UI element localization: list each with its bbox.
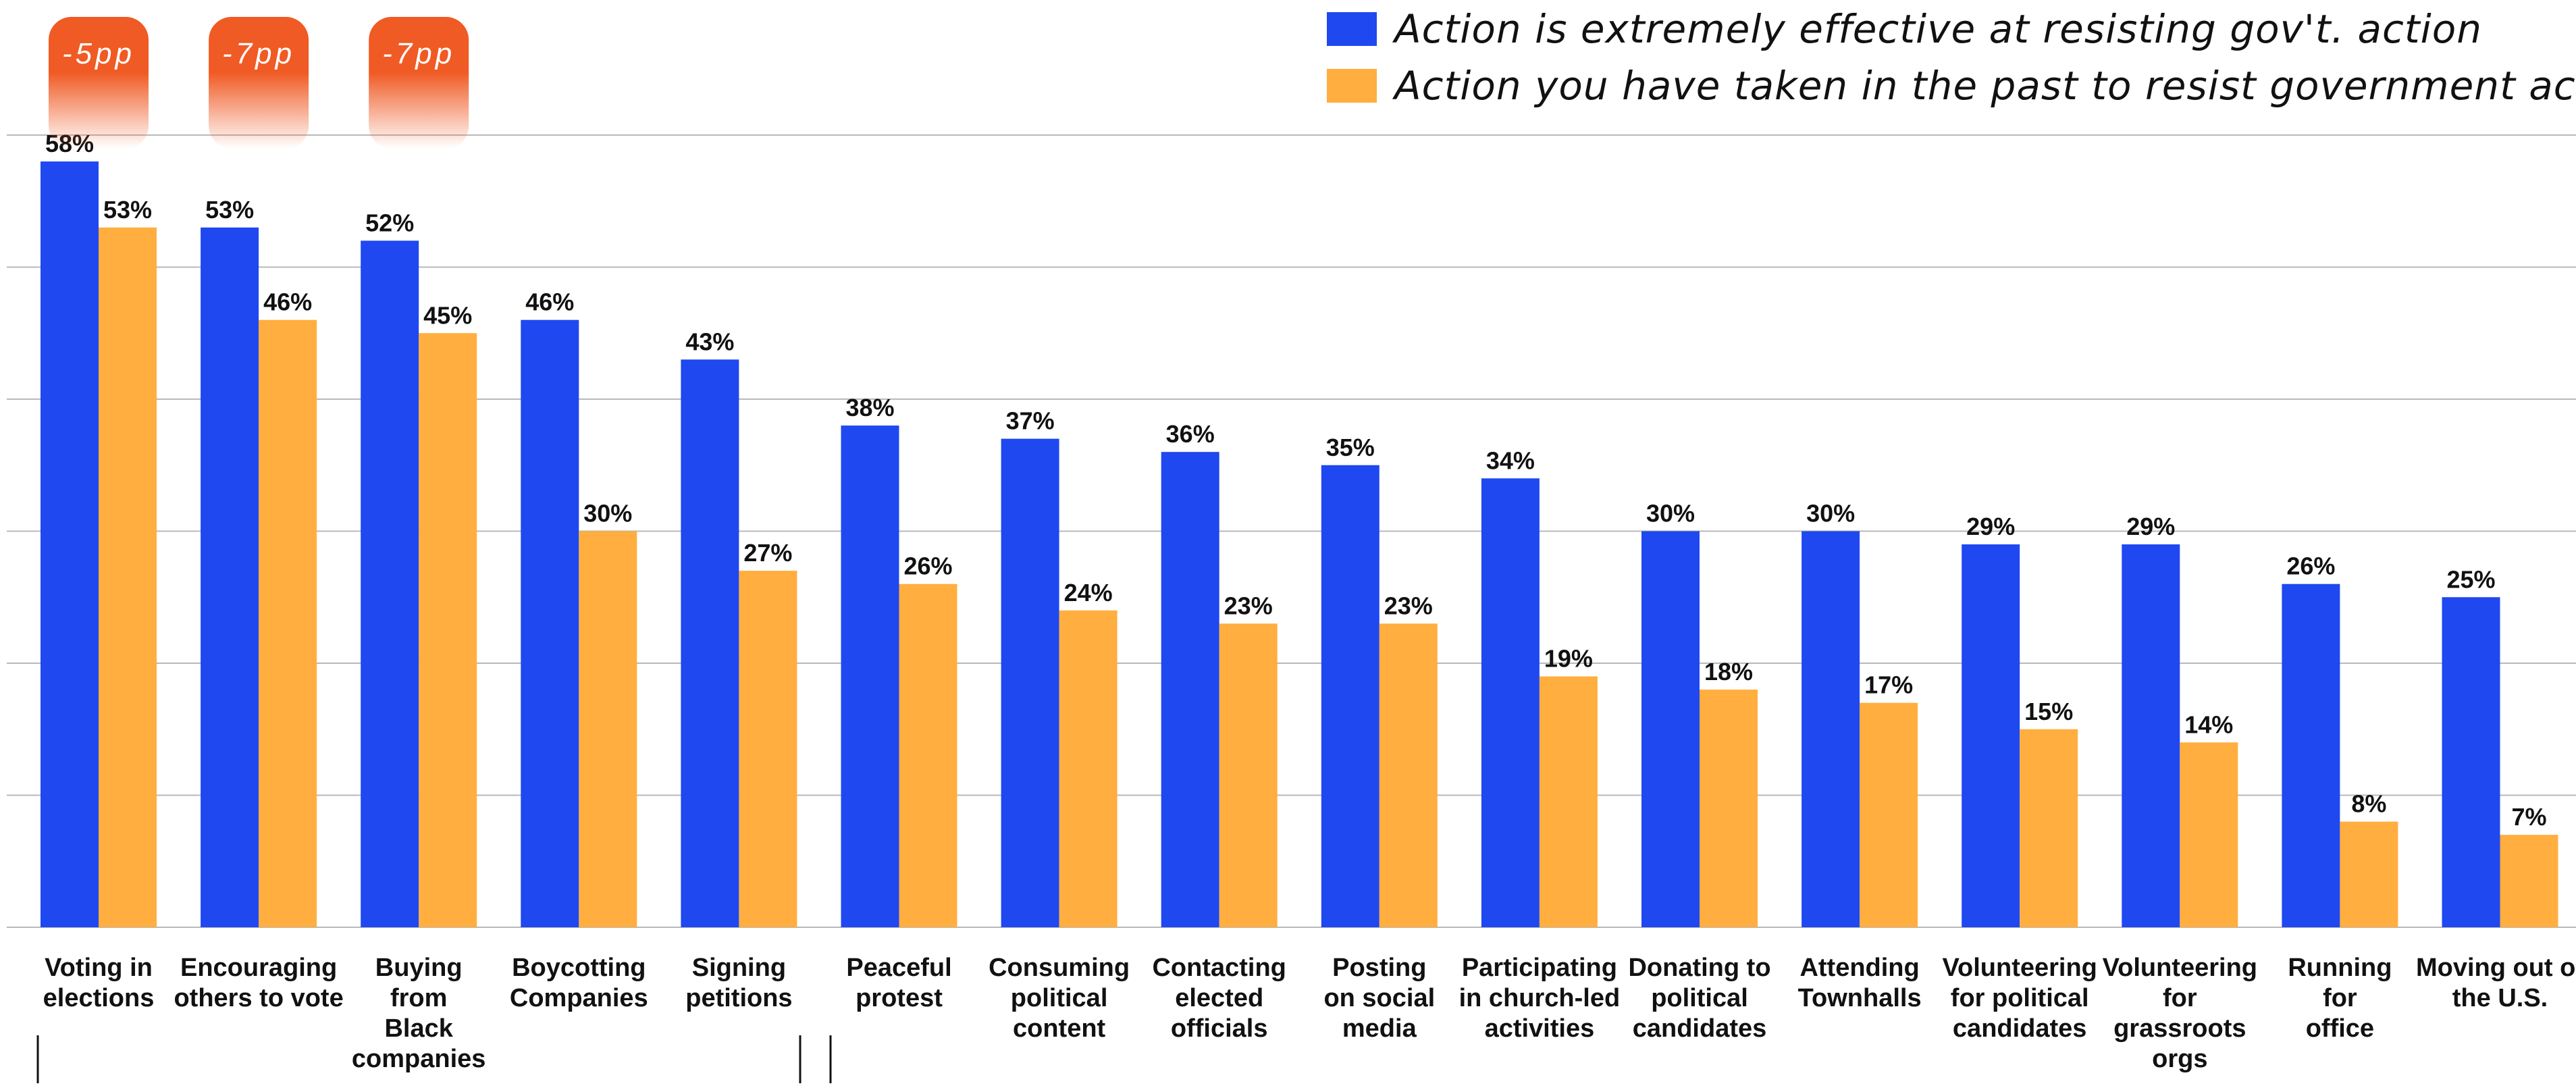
value-label-effective-4: 43% (685, 328, 734, 355)
value-label-taken-1: 46% (263, 288, 312, 316)
bar-effective-1 (201, 227, 259, 928)
bar-effective-12 (1962, 544, 2020, 927)
bar-taken-14 (2340, 821, 2398, 927)
category-labels: Voting in elections Encouraging others to v… (43, 954, 2576, 1073)
category-label-0: Voting in elections (43, 954, 155, 1012)
value-label-taken-11: 17% (1864, 671, 1913, 699)
badge-2 (369, 17, 469, 149)
bar-effective-2 (361, 240, 419, 927)
value-label-effective-12: 29% (1966, 513, 2015, 540)
value-label-taken-3: 30% (583, 500, 632, 527)
legend-item-taken: Action you have taken in the past to res… (1327, 62, 2576, 109)
value-label-effective-9: 34% (1486, 446, 1535, 474)
bar-effective-9 (1481, 478, 1540, 927)
bar-taken-4 (739, 571, 797, 927)
bar-effective-4 (681, 359, 739, 927)
category-label-1: Encouraging others to vote (174, 954, 343, 1012)
legend: Action is extremely effective at resisti… (1327, 0, 2576, 128)
category-label-10: Donating to political candidates (1628, 954, 1770, 1043)
value-label-taken-10: 18% (1704, 658, 1753, 685)
bar-taken-7 (1219, 623, 1278, 927)
value-label-effective-6: 37% (1006, 407, 1055, 435)
bar-taken-1 (259, 319, 317, 927)
value-label-effective-8: 35% (1326, 434, 1375, 461)
legend-label-taken: Action you have taken in the past to res… (1394, 63, 2576, 109)
bar-effective-14 (2282, 584, 2340, 927)
legend-item-effective: Action is extremely effective at resisti… (1327, 5, 2482, 53)
legend-swatch-orange (1327, 69, 1377, 103)
category-label-12: Volunteering for political candidates (1942, 954, 2097, 1043)
category-label-6: Consuming political content (989, 954, 1130, 1043)
value-label-taken-8: 23% (1384, 592, 1433, 619)
value-label-taken-7: 23% (1224, 592, 1273, 619)
category-label-5: Peaceful protest (846, 954, 951, 1012)
value-label-taken-5: 26% (903, 552, 952, 580)
difference-badges: -5pp -7pp -7pp (49, 17, 469, 149)
bar-effective-11 (1802, 531, 1860, 927)
value-label-effective-7: 36% (1166, 420, 1215, 448)
category-label-13: Volunteering for grassroots orgs (2103, 954, 2257, 1073)
value-label-taken-14: 8% (2351, 790, 2386, 818)
bar-taken-9 (1539, 676, 1598, 927)
bar-taken-8 (1379, 623, 1438, 927)
bar-effective-10 (1641, 531, 1700, 927)
value-label-taken-0: 53% (103, 196, 152, 224)
value-label-effective-13: 29% (2126, 513, 2175, 540)
badge-label-2: -7pp (382, 37, 455, 70)
value-label-taken-9: 19% (1544, 645, 1593, 673)
bar-effective-6 (1001, 438, 1059, 927)
category-label-9: Participating in church-led activities (1459, 954, 1621, 1043)
value-label-taken-2: 45% (423, 301, 472, 329)
bar-taken-13 (2180, 742, 2238, 927)
category-label-2: Buying from Black companies (352, 954, 486, 1073)
value-label-taken-12: 15% (2024, 698, 2073, 725)
value-labels: 58%53%53%46%52%45%46%30%43%27%38%26%37%2… (45, 130, 2547, 831)
badge-0 (49, 17, 149, 149)
badge-label-1: -7pp (222, 37, 295, 70)
category-label-11: Attending Townhalls (1798, 954, 1922, 1012)
bar-taken-0 (99, 227, 157, 928)
bar-taken-3 (579, 531, 637, 927)
category-label-15: Moving out of the U.S. (2416, 954, 2576, 1012)
badge-1 (209, 17, 309, 149)
bar-taken-15 (2500, 835, 2558, 927)
category-label-3: Boycotting Companies (510, 954, 648, 1012)
value-label-effective-2: 52% (365, 209, 414, 236)
bar-taken-2 (419, 333, 477, 927)
bar-taken-10 (1700, 690, 1758, 927)
legend-label-effective: Action is extremely effective at resisti… (1394, 6, 2482, 52)
bar-effective-13 (2122, 544, 2180, 927)
value-label-effective-15: 25% (2446, 565, 2495, 593)
value-label-taken-13: 14% (2184, 710, 2233, 738)
bar-taken-6 (1059, 610, 1118, 927)
value-label-taken-6: 24% (1064, 579, 1113, 606)
bar-effective-3 (521, 319, 579, 927)
value-label-taken-4: 27% (743, 539, 792, 567)
value-label-effective-14: 26% (2286, 552, 2335, 580)
value-label-effective-11: 30% (1806, 500, 1855, 527)
value-label-effective-3: 46% (525, 288, 574, 316)
grouping-brackets (36, 1035, 832, 1083)
value-label-effective-5: 38% (845, 394, 894, 421)
bar-effective-0 (41, 161, 99, 928)
value-label-effective-10: 30% (1646, 500, 1695, 527)
bar-effective-15 (2442, 597, 2500, 927)
value-label-effective-1: 53% (205, 196, 254, 224)
bar-effective-7 (1161, 452, 1219, 927)
category-label-14: Running for office (2288, 954, 2392, 1043)
category-label-4: Signing petitions (685, 954, 792, 1012)
badge-label-0: -5pp (62, 37, 135, 70)
bar-effective-5 (841, 425, 899, 927)
category-label-8: Posting on social media (1323, 954, 1435, 1043)
bar-effective-8 (1321, 465, 1379, 927)
value-label-taken-15: 7% (2511, 803, 2546, 831)
category-label-7: Contacting elected officials (1152, 954, 1286, 1043)
bars (41, 161, 2558, 928)
bar-taken-11 (1860, 702, 1918, 927)
legend-swatch-blue (1327, 12, 1377, 46)
bar-taken-12 (2020, 729, 2078, 927)
bar-taken-5 (899, 584, 957, 927)
